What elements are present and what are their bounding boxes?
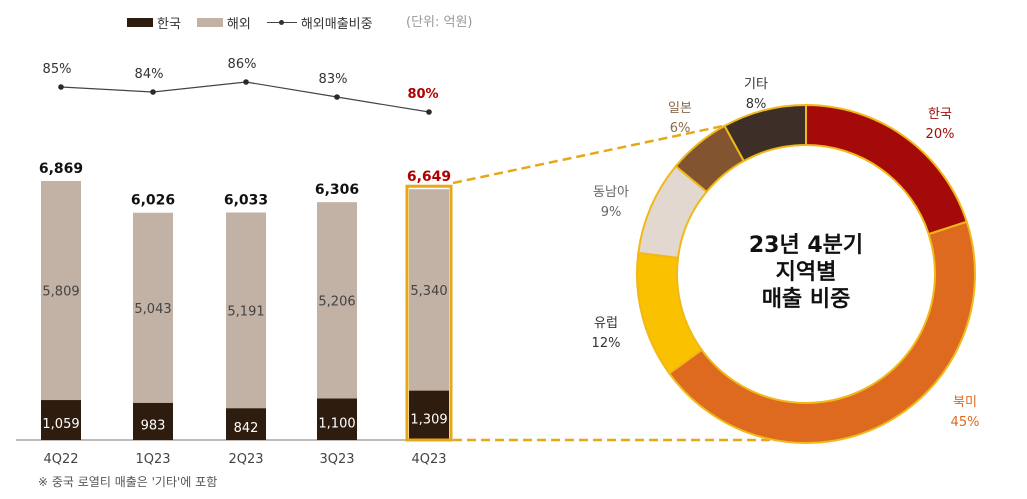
slice-value-label: 9%	[601, 205, 622, 220]
bar-overseas-2Q23	[226, 212, 266, 409]
bar-korea-4Q22	[41, 400, 81, 440]
bar-korea-label: 1,059	[42, 417, 79, 432]
slice-value-label: 8%	[746, 97, 767, 112]
donut-center-title: 매출 비중	[762, 287, 851, 312]
footnote: ※ 중국 로열티 매출은 '기타'에 포함	[38, 475, 218, 489]
slice-value-label: 45%	[951, 415, 980, 430]
slice-value-label: 20%	[926, 127, 955, 142]
bar-overseas-label: 5,043	[134, 302, 171, 317]
legend-label-ratio: 해외매출비중	[300, 17, 373, 32]
ratio-label: 80%	[407, 87, 438, 102]
bar-overseas-label: 5,206	[318, 294, 355, 309]
bar-korea-label: 842	[234, 421, 259, 436]
legend-label-overseas: 해외	[226, 17, 251, 32]
slice-value-label: 12%	[592, 336, 621, 351]
slice-label: 북미	[953, 395, 977, 410]
donut-slice-2	[636, 251, 704, 375]
highlight-box	[405, 184, 453, 442]
legend-item-overseas: 해외	[196, 13, 251, 32]
x-tick-label: 2Q23	[228, 452, 263, 467]
slice-label: 일본	[668, 101, 692, 116]
legend-item-ratio: 해외매출비중	[266, 13, 373, 32]
donut-slice-0	[805, 103, 968, 236]
bar-total-label: 6,306	[315, 182, 359, 198]
stacked-bar-chart: 5,809 1,059 6,869 4Q22 5,043 983 6,026 1Q23 5,19…	[16, 57, 806, 467]
bar-total-label: 6,869	[39, 161, 83, 177]
donut-slice-1	[667, 220, 977, 445]
legend-swatch-overseas	[196, 18, 223, 27]
donut-center-title: 23년 4분기	[749, 233, 863, 258]
ratio-point	[426, 109, 432, 115]
bar-korea-label: 1,100	[318, 416, 355, 431]
ratio-label: 83%	[319, 72, 348, 87]
bar-korea-label: 1,309	[410, 412, 447, 427]
ratio-label: 84%	[135, 67, 164, 82]
slice-label: 한국	[928, 107, 952, 122]
x-tick-label: 1Q23	[135, 452, 170, 467]
bar-korea-2Q23	[226, 408, 266, 440]
bar-overseas-1Q23	[133, 212, 173, 403]
bar-korea-1Q23	[133, 402, 173, 440]
ratio-point	[243, 79, 249, 85]
ratio-label: 86%	[228, 57, 257, 72]
donut-slice-5	[723, 103, 807, 163]
ratio-line	[60, 81, 430, 113]
unit-note: (단위: 억원)	[406, 15, 473, 30]
bar-total-label: 6,026	[131, 193, 175, 209]
donut-chart: 한국 20% 북미 45% 유럽 12% 동남아 9% 일본 6% 기타 8% 23년 4분기지역별매출…	[592, 77, 980, 445]
bar-overseas-label: 5,809	[42, 285, 79, 300]
bar-overseas-label: 5,340	[410, 284, 447, 299]
chart-legend: 한국 해외 해외매출비중	[127, 13, 389, 32]
ratio-point	[334, 94, 340, 100]
slice-value-label: 6%	[670, 121, 691, 136]
x-tick-label: 4Q22	[43, 452, 78, 467]
slice-label: 기타	[744, 77, 768, 92]
bar-korea-4Q23	[409, 390, 449, 440]
bar-overseas-4Q23	[409, 189, 449, 391]
legend-label-korea: 한국	[157, 17, 181, 32]
slice-label: 동남아	[593, 185, 629, 200]
bar-total-label: 6,033	[224, 192, 268, 208]
slice-label: 유럽	[594, 316, 618, 331]
connector-line-top	[452, 124, 724, 185]
bar-total-label: 6,649	[407, 169, 451, 185]
ratio-label: 85%	[43, 62, 72, 77]
x-tick-label: 4Q23	[411, 452, 446, 467]
legend-swatch-korea	[127, 18, 153, 27]
legend-item-korea: 한국	[127, 13, 181, 32]
x-tick-label: 3Q23	[319, 452, 354, 467]
legend-line-icon	[266, 18, 297, 27]
bar-korea-label: 983	[141, 418, 166, 433]
donut-center-title: 지역별	[776, 260, 837, 285]
bar-korea-3Q23	[317, 398, 357, 440]
ratio-point	[150, 89, 156, 95]
bar-overseas-4Q22	[41, 180, 81, 401]
bar-overseas-label: 5,191	[227, 304, 264, 319]
ratio-point	[58, 84, 64, 90]
bar-overseas-3Q23	[317, 202, 357, 399]
